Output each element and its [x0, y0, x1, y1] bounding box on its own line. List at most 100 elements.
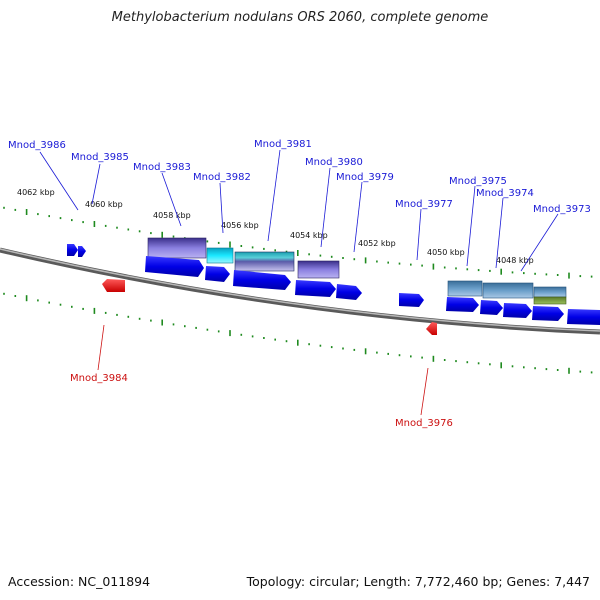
gene-arrow-reverse[interactable]: [426, 322, 437, 335]
gene-label-mnod-3985[interactable]: Mnod_3985: [71, 152, 129, 163]
gene-arrow-forward[interactable]: [78, 246, 86, 257]
cog-box[interactable]: [234, 251, 295, 272]
upper-tick-row: [3, 206, 593, 279]
minor-tick: [477, 269, 480, 272]
gene-label-mnod-3977[interactable]: Mnod_3977: [395, 199, 453, 210]
gene-label-mnod-3973[interactable]: Mnod_3973: [533, 204, 591, 215]
minor-tick: [172, 235, 175, 238]
minor-tick: [240, 333, 243, 336]
minor-tick: [443, 359, 446, 361]
minor-tick: [330, 346, 333, 349]
major-tick: [229, 241, 231, 248]
major-tick: [568, 272, 570, 279]
minor-tick: [387, 261, 389, 264]
minor-tick: [489, 269, 491, 272]
kbp-label: 4058 kbp: [153, 211, 191, 220]
minor-tick: [217, 241, 220, 244]
gene-arrow-forward[interactable]: [205, 266, 230, 282]
minor-tick: [387, 352, 389, 355]
minor-tick: [455, 360, 457, 363]
genome-summary-text: Topology: circular; Length: 7,772,460 bp…: [246, 574, 590, 589]
cog-box[interactable]: [206, 247, 234, 264]
minor-tick: [172, 323, 175, 326]
minor-tick: [477, 362, 480, 365]
gene-arrow-forward[interactable]: [567, 309, 600, 325]
minor-tick: [523, 272, 525, 275]
minor-tick: [579, 275, 582, 278]
minor-tick: [37, 299, 39, 302]
minor-tick: [274, 338, 276, 341]
kbp-label: 4054 kbp: [290, 231, 328, 240]
minor-tick: [579, 370, 582, 373]
minor-tick: [274, 249, 276, 252]
minor-tick: [511, 365, 514, 368]
gene-label-mnod-3976[interactable]: Mnod_3976: [395, 418, 453, 429]
minor-tick: [308, 343, 310, 346]
cog-box[interactable]: [297, 260, 340, 279]
gene-arrow-reverse[interactable]: [102, 279, 125, 292]
minor-tick: [59, 303, 62, 306]
major-tick: [432, 355, 435, 362]
minor-tick: [150, 319, 152, 322]
minor-tick: [138, 230, 141, 233]
major-tick: [25, 209, 28, 215]
gene-label-mnod-3981[interactable]: Mnod_3981: [254, 139, 312, 150]
gene-label-mnod-3975[interactable]: Mnod_3975: [449, 176, 507, 187]
minor-tick: [353, 348, 356, 351]
minor-tick: [545, 368, 548, 371]
major-tick: [500, 362, 502, 369]
accession-text: Accession: NC_011894: [8, 574, 151, 589]
cog-box[interactable]: [447, 280, 483, 297]
minor-tick: [455, 267, 457, 270]
gene-arrow-forward[interactable]: [233, 270, 291, 290]
cog-box[interactable]: [482, 282, 534, 299]
lower-tick-row: [3, 292, 593, 374]
minor-tick: [421, 356, 423, 359]
minor-tick: [523, 366, 525, 369]
minor-tick: [82, 221, 84, 224]
cog-box[interactable]: [533, 296, 567, 305]
minor-tick: [466, 361, 469, 364]
gene-arrow-forward[interactable]: [532, 306, 564, 321]
cog-box[interactable]: [533, 286, 567, 298]
minor-tick: [466, 268, 469, 271]
minor-tick: [195, 326, 197, 329]
gene-label-mnod-3984[interactable]: Mnod_3984: [70, 373, 128, 384]
minor-tick: [376, 351, 378, 354]
minor-tick: [3, 206, 5, 209]
gene-arrow-forward[interactable]: [503, 303, 532, 318]
minor-tick: [590, 275, 593, 278]
gene-arrow-forward[interactable]: [145, 256, 204, 277]
kbp-label: 4052 kbp: [358, 239, 396, 248]
minor-tick: [342, 257, 344, 259]
minor-tick: [410, 263, 412, 266]
map-title: Methylobacterium nodulans ORS 2060, comp…: [111, 10, 489, 25]
gene-arrow-forward[interactable]: [480, 300, 503, 315]
minor-tick: [127, 228, 130, 231]
gene-label-mnod-3982[interactable]: Mnod_3982: [193, 172, 251, 183]
gene-label-mnod-3983[interactable]: Mnod_3983: [133, 162, 191, 173]
genome-backbone-highlight: [0, 248, 600, 332]
gene-arrow-forward[interactable]: [67, 244, 78, 256]
gene-arrow-forward[interactable]: [336, 284, 362, 300]
minor-tick: [104, 311, 107, 314]
minor-tick: [48, 301, 50, 304]
gene-label-mnod-3974[interactable]: Mnod_3974: [476, 188, 534, 199]
gene-arrow-forward[interactable]: [295, 280, 336, 297]
major-tick: [297, 250, 299, 256]
gene-arrow-forward[interactable]: [446, 297, 479, 312]
cog-box[interactable]: [147, 237, 207, 259]
gene-arrow-forward[interactable]: [399, 293, 424, 307]
minor-tick: [116, 226, 118, 229]
gene-label-mnod-3979[interactable]: Mnod_3979: [336, 172, 394, 183]
minor-tick: [511, 271, 514, 274]
minor-tick: [240, 245, 243, 247]
gene-label-mnod-3986[interactable]: Mnod_3986: [8, 140, 66, 151]
minor-tick: [116, 313, 118, 316]
minor-tick: [342, 347, 344, 350]
gene-label-mnod-3980[interactable]: Mnod_3980: [305, 157, 363, 168]
minor-tick: [37, 213, 39, 216]
minor-tick: [545, 273, 548, 276]
minor-tick: [71, 219, 73, 222]
minor-tick: [150, 232, 152, 235]
